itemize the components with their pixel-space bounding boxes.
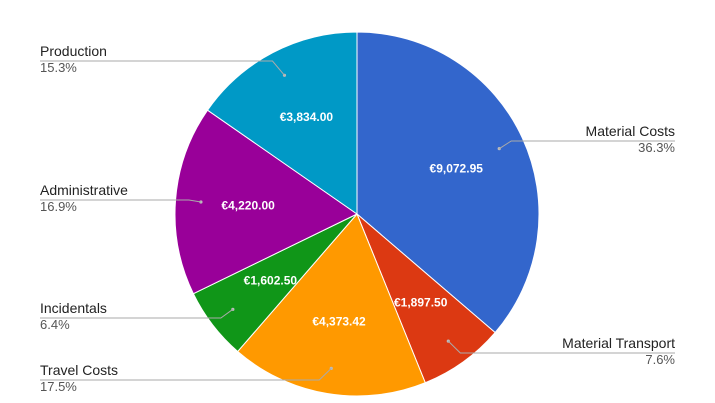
callout-percent: 7.6% <box>645 352 675 367</box>
callout-label: Incidentals <box>40 300 107 316</box>
callout-line <box>498 140 675 150</box>
callout-percent: 16.9% <box>40 199 77 214</box>
callout-line <box>40 60 285 76</box>
pie-slice-material-costs <box>356 31 540 334</box>
callout-percent: 17.5% <box>40 379 77 394</box>
slice-value-label-material-transport: €1,897.50 <box>394 296 448 310</box>
callout-percent: 6.4% <box>40 317 70 332</box>
slice-value-label-administrative: €4,220.00 <box>221 199 275 213</box>
callout-line <box>40 368 332 381</box>
callout-percent: 36.3% <box>638 140 675 155</box>
callout-line <box>40 308 234 319</box>
pie-slices <box>174 31 540 397</box>
callout-label: Administrative <box>40 182 128 198</box>
pie-slice-travel-costs <box>237 213 426 397</box>
slice-value-label-production: €3,834.00 <box>280 110 334 124</box>
callout-percent: 15.3% <box>40 60 77 75</box>
slice-value-label-material-costs: €9,072.95 <box>430 161 484 175</box>
pie-slice-production <box>206 31 358 215</box>
slice-value-label-travel-costs: €4,373.42 <box>312 315 366 329</box>
callout-label: Travel Costs <box>40 362 118 378</box>
slice-value-label-incidentals: €1,602.50 <box>244 273 298 287</box>
slice-value-labels: €9,072.95 €1,897.50 €4,373.42 €1,602.50 €4,2… <box>221 110 483 328</box>
callout-line <box>40 199 202 203</box>
callout-line <box>447 340 675 354</box>
callout-label: Production <box>40 43 107 59</box>
callout-label: Material Costs <box>586 123 675 139</box>
callout-label: Material Transport <box>562 335 675 351</box>
